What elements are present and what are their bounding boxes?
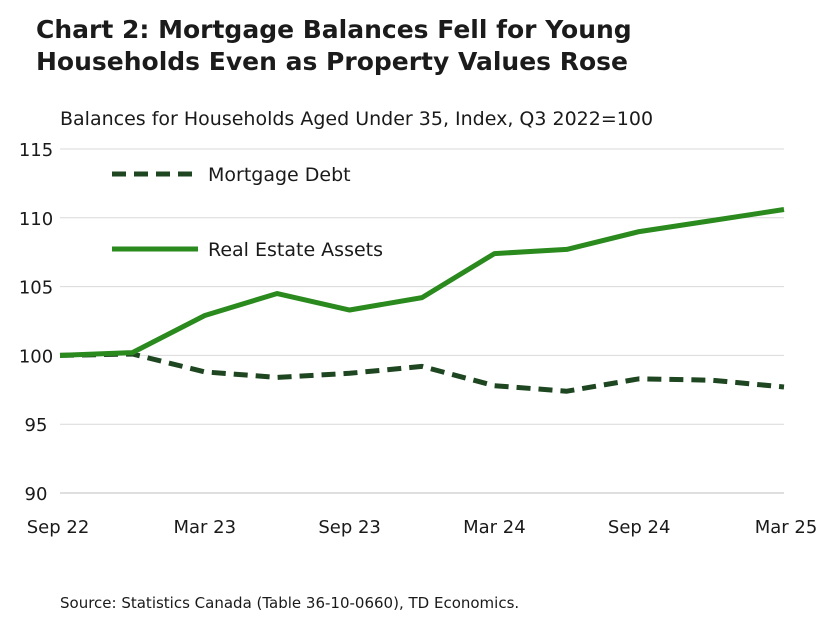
series-line-mortgage-debt xyxy=(59,351,785,394)
chart-title-line-2: Households Even as Property Values Rose xyxy=(36,47,629,76)
y-tick-label-95: 95 xyxy=(25,415,48,436)
source-note: Source: Statistics Canada (Table 36-10-0… xyxy=(60,594,520,612)
legend-label-real-estate-assets: Real Estate Assets xyxy=(208,239,383,261)
chart-title-line-1: Chart 2: Mortgage Balances Fell for Youn… xyxy=(36,15,632,44)
y-tick-label-115: 115 xyxy=(19,140,53,161)
x-tick-label-mar-24: Mar 24 xyxy=(463,517,526,538)
y-tick-label-110: 110 xyxy=(19,209,53,230)
chart-title: Chart 2: Mortgage Balances Fell for Youn… xyxy=(36,14,796,78)
y-tick-label-100: 100 xyxy=(19,346,53,367)
y-tick-label-105: 105 xyxy=(19,278,53,299)
chart-subtitle: Balances for Households Aged Under 35, I… xyxy=(60,108,654,130)
series-line-real-estate-assets xyxy=(59,207,785,358)
x-tick-label-sep-24: Sep 24 xyxy=(608,517,671,538)
y-tick-label-90: 90 xyxy=(25,484,48,505)
x-tick-label-mar-25: Mar 25 xyxy=(755,517,818,538)
x-tick-label-sep-23: Sep 23 xyxy=(318,517,381,538)
x-tick-label-mar-23: Mar 23 xyxy=(174,517,237,538)
x-tick-label-sep-22: Sep 22 xyxy=(27,517,90,538)
legend-label-mortgage-debt: Mortgage Debt xyxy=(208,164,351,186)
